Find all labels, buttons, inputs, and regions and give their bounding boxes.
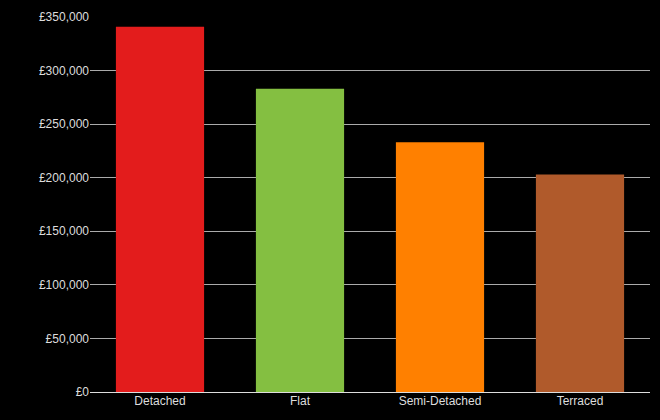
svg-text:£200,000: £200,000 (39, 171, 89, 185)
svg-text:Flat: Flat (290, 394, 311, 408)
svg-text:Detached: Detached (134, 394, 185, 408)
svg-text:£250,000: £250,000 (39, 117, 89, 131)
svg-text:£150,000: £150,000 (39, 224, 89, 238)
svg-text:Terraced: Terraced (557, 394, 604, 408)
svg-text:£350,000: £350,000 (39, 10, 89, 24)
svg-text:£100,000: £100,000 (39, 278, 89, 292)
svg-text:Semi-Detached: Semi-Detached (399, 394, 482, 408)
svg-text:£300,000: £300,000 (39, 64, 89, 78)
svg-text:£0: £0 (76, 385, 90, 399)
svg-text:£50,000: £50,000 (46, 332, 90, 346)
